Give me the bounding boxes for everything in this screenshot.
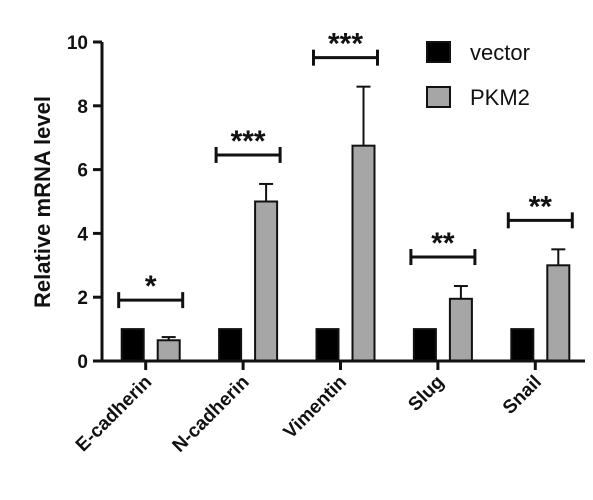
legend-swatch-vector: [426, 41, 451, 63]
y-tick-label: 6: [77, 161, 88, 182]
legend-label-vector: vector: [470, 40, 530, 65]
y-axis-label: Relative mRNA level: [30, 96, 55, 308]
bar-pkm2-snail: [546, 264, 571, 362]
legend-label-pkm2: PKM2: [470, 85, 530, 110]
significance-marker: ***: [328, 28, 363, 61]
significance-marker: **: [431, 227, 455, 260]
bar-vector-e-cadherin: [120, 328, 145, 363]
bar-vector-n-cadherin: [218, 328, 243, 363]
significance-marker: **: [529, 190, 553, 223]
legend-swatch-pkm2: [426, 86, 451, 108]
y-tick-label: 4: [77, 224, 88, 245]
x-axis: E-cadherin N-cadherin Vimentin Slug Snail: [72, 359, 585, 457]
bar-pkm2-n-cadherin: [254, 200, 279, 362]
bar-pkm2-slug: [448, 297, 473, 363]
bar-vector-slug: [412, 328, 437, 363]
x-tick-label: E-cadherin: [72, 372, 156, 456]
bar-pkm2-vimentin: [351, 144, 376, 362]
significance-marker: *: [145, 270, 157, 303]
significance-marker: ***: [231, 125, 266, 158]
bar-vector-snail: [510, 328, 535, 363]
x-tick-label: Slug: [404, 372, 448, 416]
y-tick-label: 0: [77, 352, 88, 373]
y-tick-label: 8: [77, 97, 88, 118]
bar-vector-vimentin: [315, 328, 340, 363]
x-tick-label: N-cadherin: [169, 372, 254, 457]
y-axis: 0 2 4 6 8 10: [67, 33, 104, 373]
x-tick-label: Snail: [499, 372, 546, 419]
bar-pkm2-e-cadherin: [156, 339, 181, 363]
y-tick-label: 10: [67, 33, 88, 54]
x-tick-label: Vimentin: [280, 372, 351, 443]
y-tick-label: 2: [77, 288, 88, 309]
bars: ***********: [117, 28, 574, 363]
legend: vector PKM2: [426, 40, 530, 110]
